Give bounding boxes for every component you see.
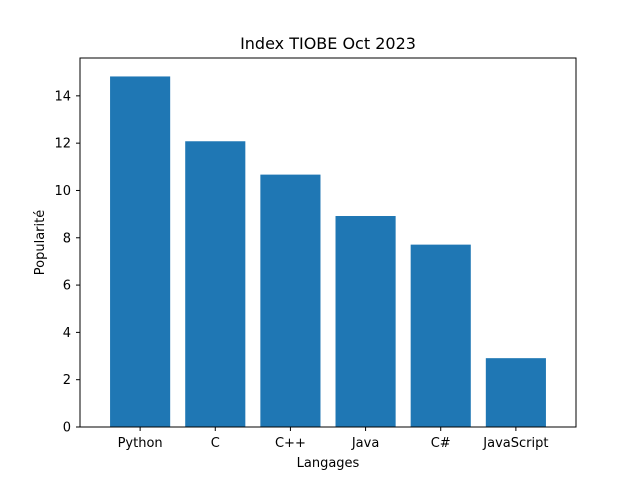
y-tick-label: 6 — [63, 279, 71, 294]
bar-c- — [410, 244, 471, 427]
y-tick-label: 10 — [54, 184, 71, 199]
bars-layer — [110, 76, 546, 427]
y-tick-label: 2 — [63, 373, 71, 388]
y-tick-label: 8 — [63, 231, 71, 246]
x-tick-label: Java — [351, 436, 379, 451]
y-tick-label: 0 — [63, 421, 71, 436]
y-tick-label: 14 — [54, 89, 71, 104]
x-tick-label: C++ — [275, 436, 306, 451]
x-tick-label: C# — [431, 436, 451, 451]
x-tick-label: Python — [118, 436, 163, 451]
plot-frame — [79, 57, 577, 428]
y-tick-label: 4 — [63, 326, 71, 341]
x-axis-label: Langages — [297, 456, 360, 471]
chart-title: Index TIOBE Oct 2023 — [240, 34, 416, 53]
x-axis: Python C C++ Java C# JavaScript — [118, 427, 548, 451]
y-axis: 0 2 4 6 8 10 12 14 — [54, 89, 80, 436]
x-tick-label: C — [211, 436, 220, 451]
bar-c — [185, 141, 246, 427]
y-tick-label: 12 — [54, 137, 71, 152]
bar-java — [335, 216, 396, 427]
y-axis-label: Popularité — [33, 210, 48, 275]
bar-javascript — [485, 358, 546, 427]
bar-c- — [260, 174, 321, 427]
x-tick-label: JavaScript — [482, 436, 548, 451]
bar-python — [110, 76, 171, 427]
